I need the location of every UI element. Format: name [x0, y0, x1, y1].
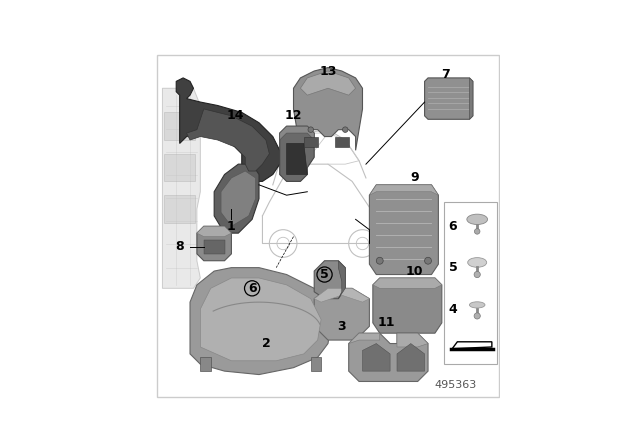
Circle shape: [342, 127, 348, 133]
Polygon shape: [204, 240, 225, 254]
Polygon shape: [339, 261, 345, 299]
Ellipse shape: [468, 258, 486, 267]
Ellipse shape: [467, 214, 488, 224]
Circle shape: [424, 257, 431, 264]
Polygon shape: [157, 56, 499, 397]
Polygon shape: [452, 342, 492, 349]
Polygon shape: [164, 112, 195, 140]
Text: 7: 7: [441, 68, 450, 81]
Polygon shape: [397, 333, 428, 347]
Polygon shape: [314, 289, 369, 302]
Text: 5: 5: [449, 261, 458, 274]
Polygon shape: [164, 195, 195, 223]
Polygon shape: [349, 333, 380, 344]
Polygon shape: [221, 171, 255, 226]
Polygon shape: [214, 164, 259, 233]
Polygon shape: [314, 289, 369, 340]
Text: 14: 14: [226, 109, 244, 122]
Polygon shape: [362, 344, 390, 371]
Polygon shape: [190, 267, 332, 375]
Polygon shape: [197, 226, 232, 237]
Polygon shape: [287, 143, 307, 174]
Text: 5: 5: [320, 268, 329, 281]
Polygon shape: [444, 202, 497, 364]
Text: 6: 6: [248, 282, 257, 295]
Polygon shape: [300, 71, 356, 95]
Text: 12: 12: [285, 109, 302, 122]
Polygon shape: [304, 137, 317, 147]
Text: 495363: 495363: [435, 380, 477, 390]
Text: 1: 1: [227, 220, 236, 233]
Polygon shape: [369, 185, 438, 195]
Polygon shape: [424, 78, 473, 119]
Circle shape: [474, 228, 480, 234]
Polygon shape: [335, 137, 349, 147]
Polygon shape: [197, 226, 232, 261]
Text: 3: 3: [337, 320, 346, 333]
Polygon shape: [397, 344, 424, 371]
Polygon shape: [163, 88, 200, 289]
Polygon shape: [469, 78, 473, 119]
Polygon shape: [349, 333, 428, 382]
Polygon shape: [164, 154, 195, 181]
Polygon shape: [314, 261, 345, 299]
Circle shape: [474, 313, 480, 319]
Polygon shape: [200, 358, 211, 371]
Polygon shape: [187, 109, 269, 171]
Text: 13: 13: [319, 65, 337, 78]
Circle shape: [474, 271, 480, 278]
Circle shape: [308, 127, 314, 133]
Text: 9: 9: [410, 172, 419, 185]
Polygon shape: [280, 126, 314, 140]
Polygon shape: [280, 126, 314, 181]
Ellipse shape: [469, 302, 485, 308]
Polygon shape: [373, 278, 442, 289]
Text: 4: 4: [449, 302, 458, 315]
Text: 10: 10: [406, 265, 423, 278]
Text: 11: 11: [378, 316, 396, 329]
Text: 2: 2: [262, 337, 270, 350]
Polygon shape: [294, 68, 362, 151]
Polygon shape: [200, 278, 321, 361]
Polygon shape: [176, 78, 280, 181]
Polygon shape: [311, 358, 321, 371]
Circle shape: [376, 257, 383, 264]
Polygon shape: [369, 185, 438, 275]
Text: 8: 8: [175, 241, 184, 254]
Text: 6: 6: [449, 220, 458, 233]
Polygon shape: [373, 278, 442, 333]
